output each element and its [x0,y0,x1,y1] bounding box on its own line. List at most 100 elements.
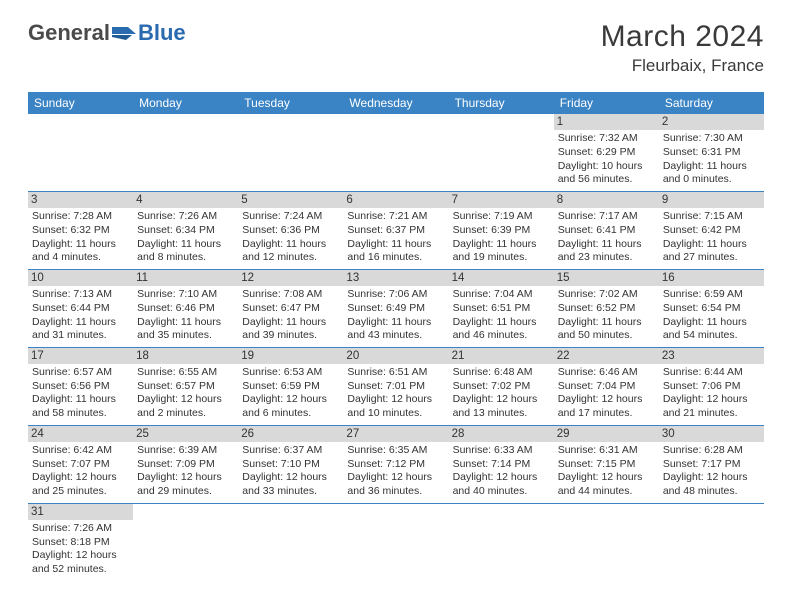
day-d2: and 17 minutes. [558,407,655,421]
day-cell: 30Sunrise: 6:28 AMSunset: 7:17 PMDayligh… [659,426,764,503]
day-d1: Daylight: 11 hours [347,238,444,252]
day-d1: Daylight: 11 hours [453,316,550,330]
day-sr: Sunrise: 6:39 AM [137,444,234,458]
day-ss: Sunset: 8:18 PM [32,536,129,550]
day-sr: Sunrise: 6:48 AM [453,366,550,380]
day-cell: 23 Sunrise: 6:44 AMSunset: 7:06 PMDayligh… [659,348,764,425]
day-cell-empty [133,504,238,581]
day-info: Sunrise: 7:28 AMSunset: 6:32 PMDaylight:… [32,210,129,265]
day-cell: 8Sunrise: 7:17 AMSunset: 6:41 PMDaylight… [554,192,659,269]
day-ss: Sunset: 6:54 PM [663,302,760,316]
weekday-header: Tuesday [238,92,343,114]
day-number: 1 [554,114,659,130]
day-number: 26 [238,426,343,442]
day-d1: Daylight: 11 hours [32,393,129,407]
day-sr: Sunrise: 7:13 AM [32,288,129,302]
day-d1: Daylight: 12 hours [32,549,129,563]
day-cell: 26Sunrise: 6:37 AMSunset: 7:10 PMDayligh… [238,426,343,503]
day-d2: and 58 minutes. [32,407,129,421]
weekday-header: Sunday [28,92,133,114]
day-d2: and 56 minutes. [558,173,655,187]
week-row: 3Sunrise: 7:28 AMSunset: 6:32 PMDaylight… [28,192,764,270]
day-d2: and 29 minutes. [137,485,234,499]
day-cell: 29Sunrise: 6:31 AMSunset: 7:15 PMDayligh… [554,426,659,503]
week-row: 17Sunrise: 6:57 AMSunset: 6:56 PMDayligh… [28,348,764,426]
day-cell: 11Sunrise: 7:10 AMSunset: 6:46 PMDayligh… [133,270,238,347]
day-info: Sunrise: 6:46 AMSunset: 7:04 PMDaylight:… [558,366,655,421]
week-row: 10Sunrise: 7:13 AMSunset: 6:44 PMDayligh… [28,270,764,348]
week-row: 31Sunrise: 7:26 AMSunset: 8:18 PMDayligh… [28,504,764,581]
day-info: Sunrise: 6:59 AMSunset: 6:54 PMDaylight:… [663,288,760,343]
day-info: Sunrise: 6:44 AMSunset: 7:06 PMDaylight:… [663,366,760,421]
day-number: 16 [659,270,764,286]
day-number: 17 [28,348,133,364]
week-row: 1 Sunrise: 7:32 AMSunset: 6:29 PMDaylight… [28,114,764,192]
day-d1: Daylight: 11 hours [453,238,550,252]
day-number: 23 [659,348,764,364]
location: Fleurbaix, France [601,56,764,76]
day-info: Sunrise: 6:28 AMSunset: 7:17 PMDaylight:… [663,444,760,499]
day-info: Sunrise: 7:19 AMSunset: 6:39 PMDaylight:… [453,210,550,265]
day-ss: Sunset: 7:01 PM [347,380,444,394]
day-d2: and 43 minutes. [347,329,444,343]
day-d2: and 0 minutes. [663,173,760,187]
day-number: 10 [28,270,133,286]
day-sr: Sunrise: 6:55 AM [137,366,234,380]
day-d1: Daylight: 11 hours [663,238,760,252]
day-cell: 27Sunrise: 6:35 AMSunset: 7:12 PMDayligh… [343,426,448,503]
day-info: Sunrise: 7:32 AMSunset: 6:29 PMDaylight:… [558,132,655,187]
day-d1: Daylight: 12 hours [558,471,655,485]
day-d2: and 36 minutes. [347,485,444,499]
day-info: Sunrise: 7:08 AMSunset: 6:47 PMDaylight:… [242,288,339,343]
day-ss: Sunset: 6:47 PM [242,302,339,316]
day-number: 28 [449,426,554,442]
brand-part2: Blue [138,20,186,46]
day-sr: Sunrise: 6:35 AM [347,444,444,458]
day-sr: Sunrise: 7:24 AM [242,210,339,224]
day-sr: Sunrise: 6:37 AM [242,444,339,458]
day-number: 24 [28,426,133,442]
day-number: 13 [343,270,448,286]
day-info: Sunrise: 6:39 AMSunset: 7:09 PMDaylight:… [137,444,234,499]
day-number: 5 [238,192,343,208]
day-sr: Sunrise: 6:59 AM [663,288,760,302]
day-number: 21 [449,348,554,364]
day-number: 22 [554,348,659,364]
day-cell: 4Sunrise: 7:26 AMSunset: 6:34 PMDaylight… [133,192,238,269]
day-cell: 12Sunrise: 7:08 AMSunset: 6:47 PMDayligh… [238,270,343,347]
day-d2: and 31 minutes. [32,329,129,343]
day-cell: 5Sunrise: 7:24 AMSunset: 6:36 PMDaylight… [238,192,343,269]
day-d1: Daylight: 11 hours [663,316,760,330]
day-d1: Daylight: 12 hours [137,471,234,485]
day-ss: Sunset: 6:59 PM [242,380,339,394]
day-cell-empty [449,114,554,191]
day-d1: Daylight: 12 hours [32,471,129,485]
day-d2: and 52 minutes. [32,563,129,577]
day-number: 20 [343,348,448,364]
weekday-header: Wednesday [343,92,448,114]
day-sr: Sunrise: 7:26 AM [137,210,234,224]
day-d1: Daylight: 12 hours [663,471,760,485]
day-cell: 7Sunrise: 7:19 AMSunset: 6:39 PMDaylight… [449,192,554,269]
day-d1: Daylight: 12 hours [347,471,444,485]
day-sr: Sunrise: 6:46 AM [558,366,655,380]
day-sr: Sunrise: 6:28 AM [663,444,760,458]
day-number: 27 [343,426,448,442]
day-cell: 24Sunrise: 6:42 AMSunset: 7:07 PMDayligh… [28,426,133,503]
calendar: SundayMondayTuesdayWednesdayThursdayFrid… [28,92,764,581]
day-d1: Daylight: 11 hours [558,238,655,252]
day-d1: Daylight: 12 hours [347,393,444,407]
day-info: Sunrise: 7:30 AMSunset: 6:31 PMDaylight:… [663,132,760,187]
day-d1: Daylight: 11 hours [558,316,655,330]
day-sr: Sunrise: 6:51 AM [347,366,444,380]
day-ss: Sunset: 6:41 PM [558,224,655,238]
day-d2: and 4 minutes. [32,251,129,265]
weekday-header: Thursday [449,92,554,114]
day-ss: Sunset: 7:07 PM [32,458,129,472]
brand-flag-icon [110,24,138,42]
day-info: Sunrise: 7:17 AMSunset: 6:41 PMDaylight:… [558,210,655,265]
title-block: March 2024 Fleurbaix, France [601,20,764,76]
day-number: 9 [659,192,764,208]
day-ss: Sunset: 7:02 PM [453,380,550,394]
day-info: Sunrise: 7:26 AMSunset: 8:18 PMDaylight:… [32,522,129,577]
